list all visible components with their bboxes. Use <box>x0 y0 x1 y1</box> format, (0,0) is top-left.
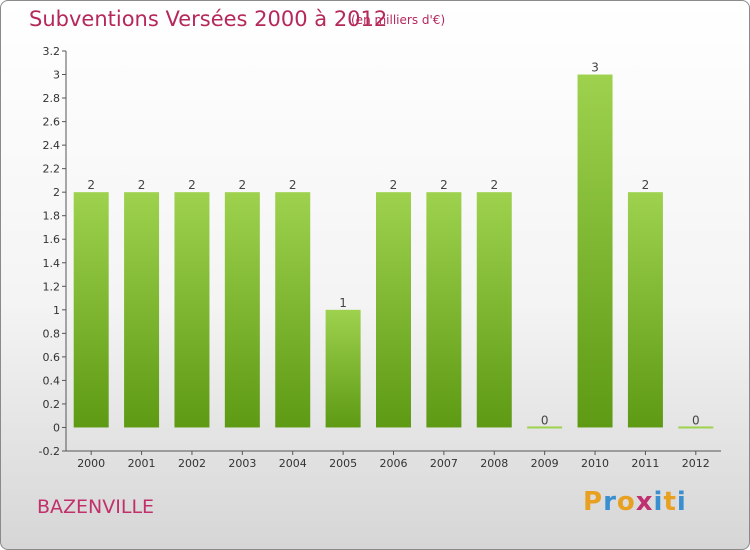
x-tick-label-2001: 2001 <box>128 457 156 470</box>
data-label-2012: 0 <box>692 413 700 427</box>
x-tick-label-2009: 2009 <box>531 457 559 470</box>
proxiti-logo[interactable]: Proxiti <box>583 487 687 517</box>
chart-unit-note: (en milliers d'€) <box>351 13 446 27</box>
bar-2007 <box>426 192 462 428</box>
bar-2001 <box>124 192 160 428</box>
chart-title: Subventions Versées 2000 à 2012 <box>29 7 388 31</box>
data-label-2004: 2 <box>289 178 297 192</box>
bar-2004 <box>275 192 311 428</box>
data-label-2002: 2 <box>188 178 196 192</box>
bar-2011 <box>627 192 663 428</box>
x-tick-label-2002: 2002 <box>178 457 206 470</box>
bar-2002 <box>174 192 210 428</box>
y-tick-label: 3.2 <box>43 45 61 58</box>
y-tick-label: 0.4 <box>43 374 61 387</box>
logo-letter: i <box>653 487 664 517</box>
data-label-2006: 2 <box>390 178 398 192</box>
x-tick-label-2008: 2008 <box>480 457 508 470</box>
data-label-2005: 1 <box>339 296 347 310</box>
bar-2008 <box>476 192 512 428</box>
x-tick-label-2005: 2005 <box>329 457 357 470</box>
bar-2010 <box>577 74 613 428</box>
y-tick-label: 0 <box>53 421 60 434</box>
y-tick-label: -0.2 <box>39 445 60 458</box>
y-tick-label: 2.6 <box>43 116 61 129</box>
y-tick-label: 2.2 <box>43 163 61 176</box>
data-label-2011: 2 <box>642 178 650 192</box>
data-label-2007: 2 <box>440 178 448 192</box>
x-tick-label-2012: 2012 <box>682 457 710 470</box>
data-label-2001: 2 <box>138 178 146 192</box>
data-label-2008: 2 <box>490 178 498 192</box>
bar-2009 <box>527 426 563 429</box>
logo-letter: x <box>635 487 654 517</box>
y-tick-label: 1.4 <box>43 257 61 270</box>
x-tick-label-2007: 2007 <box>430 457 458 470</box>
logo-letter: i <box>676 487 687 517</box>
bar-2012 <box>678 426 714 429</box>
y-tick-label: 0.2 <box>43 398 61 411</box>
data-label-2003: 2 <box>239 178 247 192</box>
y-tick-label: 2.4 <box>43 139 61 152</box>
bar-2006 <box>376 192 411 428</box>
y-tick-label: 2 <box>53 186 60 199</box>
y-tick-label: 3 <box>53 69 60 82</box>
y-tick-label: 1.2 <box>43 280 61 293</box>
x-tick-label-2000: 2000 <box>77 457 105 470</box>
y-tick-label: 0.6 <box>43 351 61 364</box>
logo-letter: P <box>583 487 604 517</box>
y-tick-label: 2.8 <box>43 92 61 105</box>
bar-2005 <box>325 309 361 428</box>
bar-2000 <box>73 192 109 428</box>
logo-letter: r <box>603 487 617 517</box>
data-label-2010: 3 <box>591 61 599 75</box>
commune-name: BAZENVILLE <box>37 496 155 518</box>
logo-letter: t <box>663 487 677 517</box>
bar-2003 <box>224 192 260 428</box>
x-tick-label-2003: 2003 <box>228 457 256 470</box>
x-tick-label-2011: 2011 <box>631 457 659 470</box>
logo-letter: o <box>616 487 636 517</box>
data-label-2000: 2 <box>87 178 95 192</box>
x-tick-label-2004: 2004 <box>279 457 307 470</box>
y-tick-label: 1 <box>53 304 60 317</box>
y-tick-label: 1.8 <box>43 210 61 223</box>
data-label-2009: 0 <box>541 413 549 427</box>
x-tick-label-2010: 2010 <box>581 457 609 470</box>
y-tick-label: 1.6 <box>43 233 61 246</box>
y-tick-label: 0.8 <box>43 327 61 340</box>
x-tick-label-2006: 2006 <box>380 457 408 470</box>
